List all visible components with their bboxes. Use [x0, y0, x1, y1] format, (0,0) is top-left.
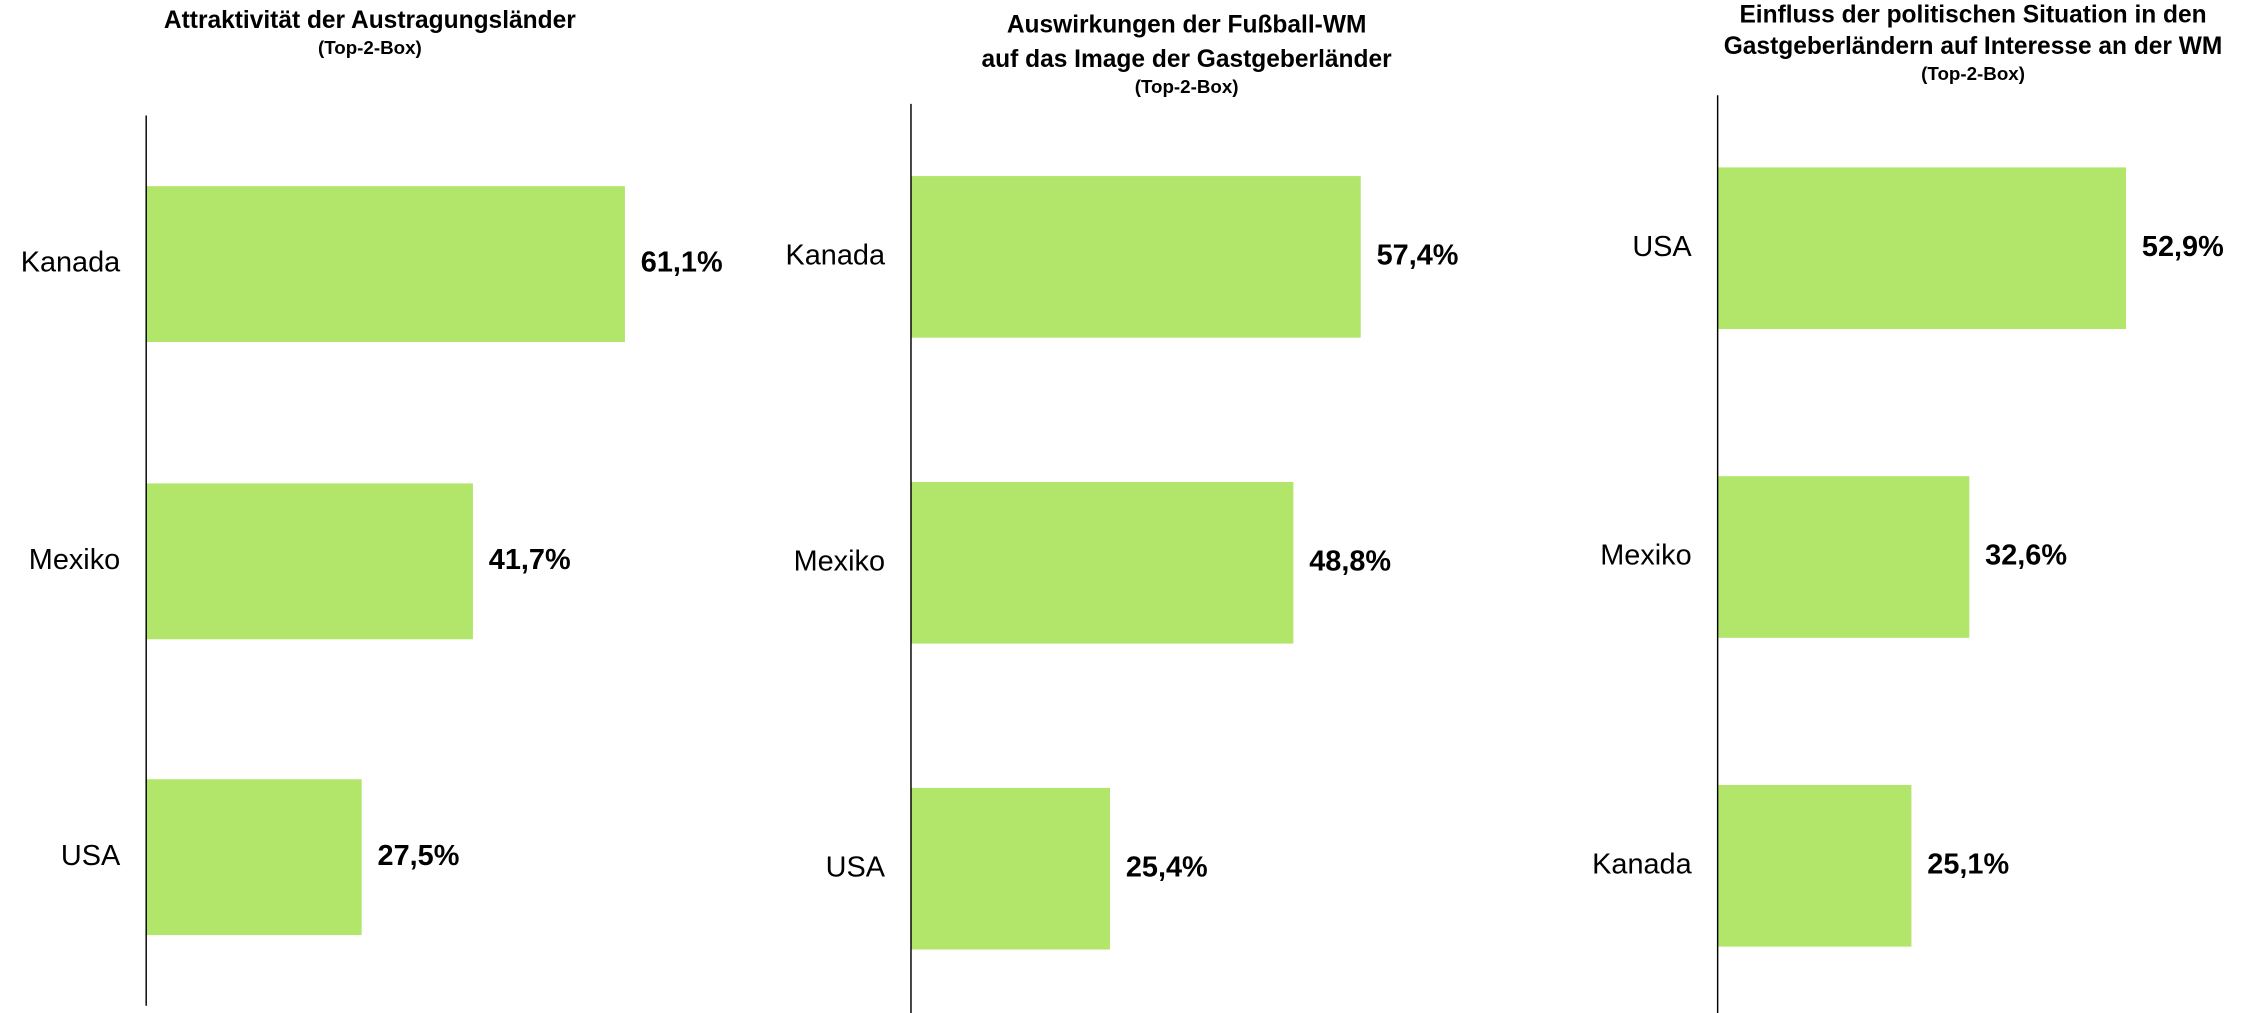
bar [910, 787, 1111, 950]
value-label: 25,1% [1927, 848, 2009, 880]
bar [146, 779, 362, 936]
category-label: Mexiko [1600, 540, 1691, 572]
value-label: 61,1% [641, 247, 723, 279]
category-label: Kanada [785, 239, 885, 271]
value-label: 48,8% [1309, 545, 1391, 577]
category-label: USA [61, 840, 121, 872]
chart-subtitle: (Top-2-Box) [318, 37, 422, 58]
bar [910, 481, 1294, 644]
bar [146, 483, 473, 640]
category-label: Mexiko [29, 544, 120, 576]
category-label: Kanada [1592, 848, 1692, 880]
chart-subtitle: (Top-2-Box) [1135, 76, 1239, 97]
chart-title: Attraktivität der Austragungsländer [164, 7, 576, 34]
bar [1717, 785, 1912, 947]
bar [1717, 476, 1970, 638]
category-label: Kanada [21, 247, 121, 279]
value-label: 32,6% [1985, 540, 2067, 572]
bar [910, 176, 1361, 338]
value-label: 41,7% [489, 544, 571, 576]
value-label: 57,4% [1377, 239, 1459, 271]
bar [1717, 167, 2127, 330]
chart-title: Gastgeberländern auf Interesse an der WM [1724, 33, 2223, 60]
chart-title: Auswirkungen der Fußball-WM [1007, 11, 1367, 38]
category-label: USA [826, 851, 886, 883]
value-label: 27,5% [378, 840, 460, 872]
bar [146, 186, 625, 342]
category-label: USA [1632, 231, 1692, 263]
category-label: Mexiko [794, 545, 885, 577]
chart-title: auf das Image der Gastgeberländer [982, 46, 1393, 73]
chart-subtitle: (Top-2-Box) [1921, 63, 2025, 84]
value-label: 52,9% [2142, 231, 2224, 263]
chart-title: Einfluss der politischen Situation in de… [1739, 1, 2206, 28]
value-label: 25,4% [1126, 851, 1208, 883]
